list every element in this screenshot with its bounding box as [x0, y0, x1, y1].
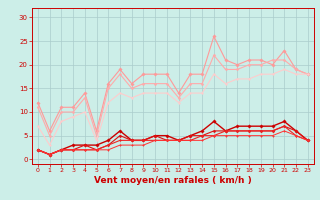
X-axis label: Vent moyen/en rafales ( km/h ): Vent moyen/en rafales ( km/h ) — [94, 176, 252, 185]
